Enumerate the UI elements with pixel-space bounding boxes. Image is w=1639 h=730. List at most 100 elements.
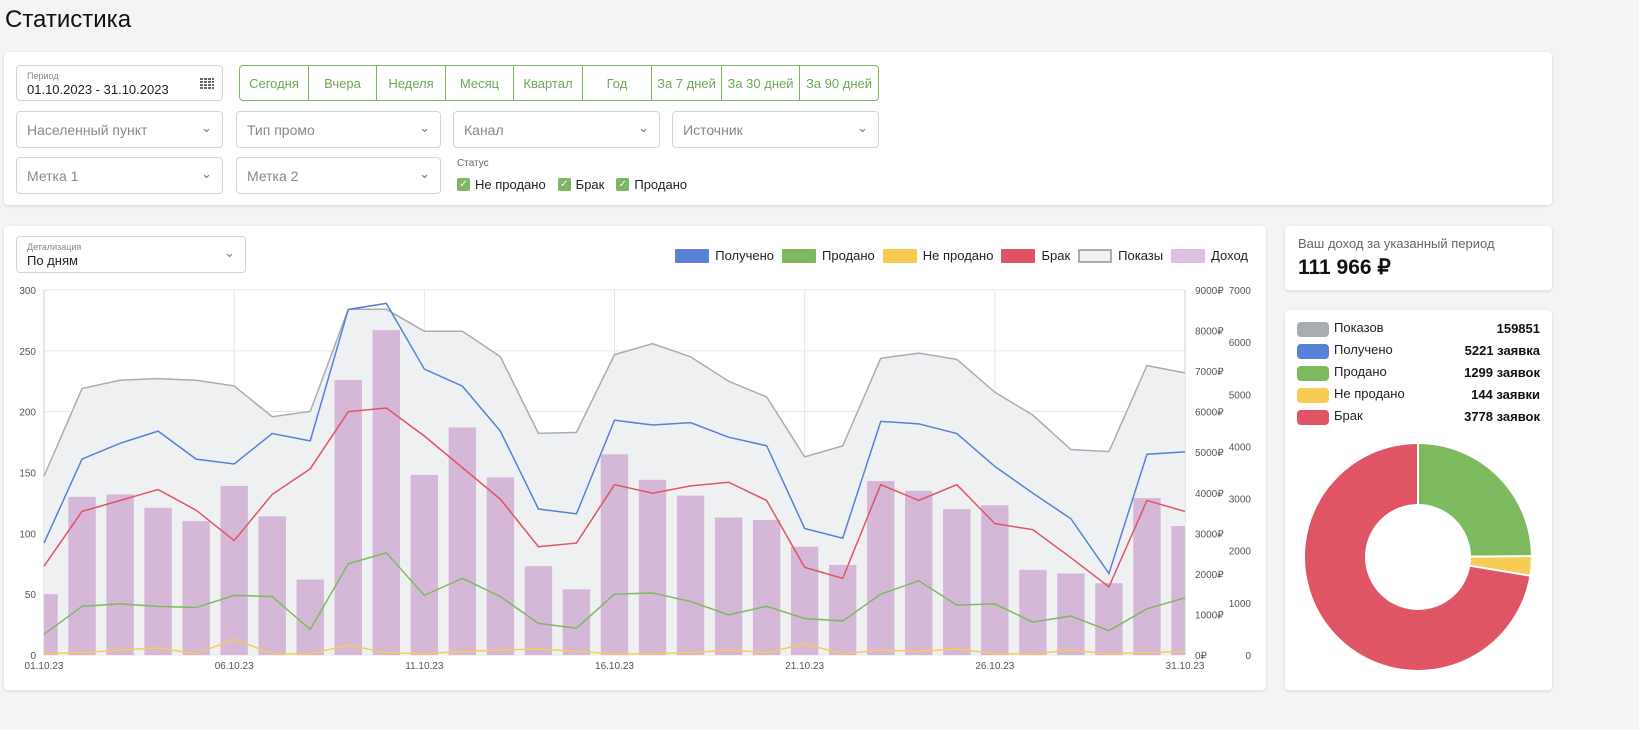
summary-value: 1299 заявок	[1464, 365, 1540, 380]
quick-period-button[interactable]: Месяц	[446, 66, 514, 100]
income-bar	[448, 427, 477, 655]
source-select[interactable]: Источник ⌄	[672, 111, 879, 148]
detail-select[interactable]: Детализация По дням ⌄	[16, 236, 246, 273]
y-income-tick-label: 7000₽	[1195, 367, 1224, 378]
income-bar	[638, 479, 667, 655]
summary-swatch	[1297, 410, 1329, 425]
promo-type-select[interactable]: Тип промо ⌄	[236, 111, 441, 148]
x-tick-label: 01.10.23	[25, 661, 64, 672]
checkbox-label: Продано	[634, 177, 688, 192]
y-left-tick-label: 300	[19, 286, 36, 297]
check-icon: ✓	[616, 178, 630, 191]
quick-period-button[interactable]: Вчера	[309, 66, 377, 100]
income-bar	[144, 507, 172, 655]
tag2-select[interactable]: Метка 2 ⌄	[236, 157, 441, 194]
detail-label: Детализация	[27, 242, 82, 252]
series-line-0	[43, 302, 1186, 576]
legend-label: Продано	[822, 248, 875, 263]
income-value: 111 966 ₽	[1298, 256, 1391, 279]
legend-swatch	[1001, 248, 1036, 263]
y-income-tick-label: 9000₽	[1195, 286, 1224, 297]
income-bar	[44, 594, 58, 655]
y-income-tick-label: 1000₽	[1195, 610, 1224, 621]
y-income-tick-label: 0₽	[1195, 651, 1208, 662]
tag1-select[interactable]: Метка 1 ⌄	[16, 157, 223, 194]
summary-swatch	[1297, 344, 1329, 359]
status-not-sold-checkbox[interactable]: ✓ Не продано	[457, 177, 546, 192]
legend-label: Показы	[1118, 248, 1164, 263]
income-label: Ваш доход за указанный период	[1298, 236, 1495, 251]
income-bar	[562, 589, 591, 655]
x-tick-label: 16.10.23	[595, 661, 634, 672]
y-income-tick-label: 4000₽	[1195, 489, 1224, 500]
income-bar	[1019, 569, 1047, 655]
legend-item[interactable]: Продано	[782, 248, 875, 263]
check-icon: ✓	[457, 178, 470, 191]
series-line-3	[43, 407, 1186, 589]
summary-value: 3778 заявок	[1464, 409, 1540, 424]
summary-row: Брак 3778 заявок	[1297, 408, 1540, 428]
y-shows-tick-label: 0	[1245, 651, 1251, 662]
legend-swatch	[782, 248, 817, 263]
income-bar	[829, 564, 857, 655]
quick-period-button[interactable]: За 90 дней	[805, 75, 873, 91]
income-bar	[372, 330, 400, 655]
source-placeholder: Источник	[683, 122, 743, 138]
chevron-down-icon: ⌄	[638, 120, 649, 135]
period-picker[interactable]: Период 01.10.2023 - 31.10.2023	[16, 65, 223, 101]
donut-slice	[1303, 441, 1532, 672]
legend-label: Доход	[1211, 248, 1248, 263]
x-tick-label: 31.10.23	[1166, 661, 1205, 672]
status-defect-checkbox[interactable]: ✓ Брак	[557, 177, 604, 192]
income-bar	[752, 519, 781, 655]
legend-item[interactable]: Не продано	[882, 248, 994, 263]
summary-value: 144 заявки	[1471, 387, 1540, 402]
period-value: 01.10.2023 - 31.10.2023	[27, 82, 169, 97]
income-bar	[258, 516, 286, 655]
y-shows-tick-label: 1000	[1229, 599, 1252, 610]
summary-name: Продано	[1334, 364, 1387, 379]
period-label: Период	[27, 71, 59, 81]
promo-type-placeholder: Тип промо	[247, 122, 315, 138]
y-left-tick-label: 150	[19, 469, 36, 480]
summary-row: Показов 159851	[1297, 320, 1540, 340]
summary-name: Показов	[1334, 320, 1384, 335]
quick-period-button[interactable]: Год	[583, 66, 652, 100]
y-shows-tick-label: 6000	[1229, 338, 1252, 349]
legend-item[interactable]: Доход	[1171, 248, 1248, 263]
income-bar	[182, 521, 210, 655]
legend-item[interactable]: Брак	[1001, 248, 1070, 263]
legend-item[interactable]: Получено	[675, 248, 774, 263]
donut-slice	[1417, 441, 1534, 558]
detail-value: По дням	[27, 253, 78, 268]
income-bar	[410, 474, 439, 655]
quick-period-button[interactable]: За 7 дней	[652, 66, 722, 100]
series-line-1	[43, 551, 1186, 635]
checkbox-label: Не продано	[475, 177, 546, 192]
legend-label: Не продано	[922, 248, 994, 263]
income-bar	[1133, 498, 1161, 655]
channel-select[interactable]: Канал ⌄	[453, 111, 660, 148]
chevron-down-icon: ⌄	[224, 245, 235, 260]
status-sold-checkbox[interactable]: ✓ Продано	[616, 177, 687, 192]
y-income-tick-label: 6000₽	[1195, 408, 1224, 419]
income-bar	[905, 490, 933, 655]
legend-item[interactable]: Показы	[1078, 248, 1163, 263]
quick-period-button[interactable]: Квартал	[514, 66, 583, 100]
income-bar	[296, 579, 324, 655]
shows-line	[43, 308, 1186, 477]
y-shows-tick-label: 3000	[1229, 495, 1252, 506]
chevron-down-icon: ⌄	[419, 166, 430, 181]
city-select[interactable]: Населенный пункт ⌄	[16, 111, 223, 148]
donut-chart	[1303, 441, 1534, 672]
quick-period-button[interactable]: За 30 дней	[722, 66, 800, 100]
quick-period-button[interactable]: Неделя	[377, 66, 446, 100]
y-left-tick-label: 100	[19, 529, 36, 540]
calendar-icon[interactable]	[200, 77, 214, 89]
city-placeholder: Населенный пункт	[27, 122, 148, 138]
status-label: Статус	[457, 158, 489, 169]
quick-period-button[interactable]: Сегодня	[240, 66, 309, 100]
summary-row: Продано 1299 заявок	[1297, 364, 1540, 384]
y-left-tick-label: 250	[19, 347, 36, 358]
legend-swatch	[1078, 248, 1113, 263]
